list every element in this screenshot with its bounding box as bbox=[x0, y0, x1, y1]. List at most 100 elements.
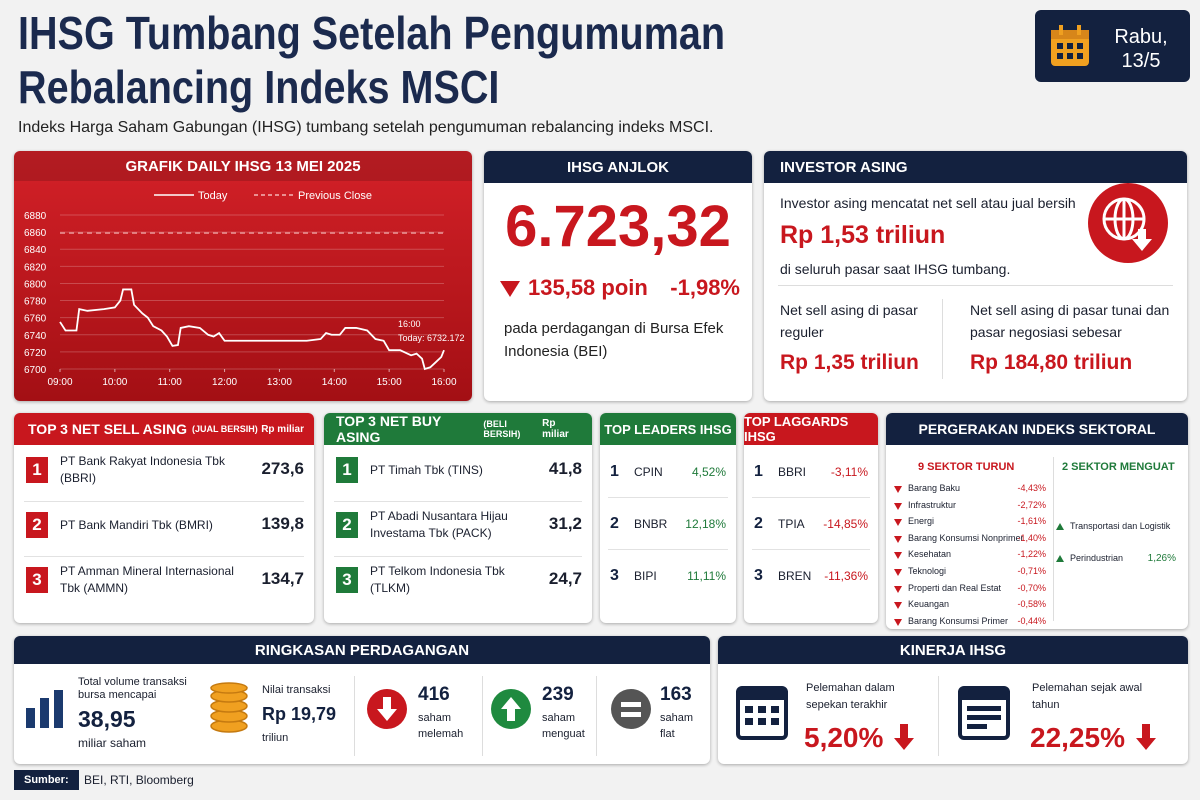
x-tick-label: 13:00 bbox=[267, 377, 292, 388]
down-marker bbox=[894, 585, 902, 593]
company-name: PT Amman Mineral Internasional Tbk (AMMN… bbox=[60, 564, 234, 595]
heading-sub: (JUAL BERSIH) bbox=[191, 424, 258, 434]
rank: 2 bbox=[610, 515, 619, 532]
company-name: PT Telkom Indonesia Tbk (TLKM) bbox=[370, 564, 505, 595]
sector-pct: -0,71% bbox=[1017, 566, 1046, 576]
down-marker bbox=[894, 602, 902, 610]
rank: 3 bbox=[610, 567, 619, 584]
divider bbox=[482, 676, 483, 756]
company-name: PT Bank Mandiri Tbk (BMRI) bbox=[60, 517, 213, 532]
x-tick-label: 16:00 bbox=[431, 377, 456, 388]
card-heading: TOP 3 NET BUY ASING (BELI BERSIH) Rp mil… bbox=[324, 413, 592, 445]
sector-name: Properti dan Real Estat bbox=[908, 582, 1002, 593]
ihsg-note: pada perdagangan di Bursa Efek Indonesia… bbox=[504, 320, 724, 360]
x-tick-label: 15:00 bbox=[377, 377, 402, 388]
x-tick-label: 14:00 bbox=[322, 377, 347, 388]
y-tick-label: 6760 bbox=[24, 314, 47, 325]
heading-text: TOP 3 NET SELL ASING bbox=[28, 421, 187, 437]
sector-name: Infrastruktur bbox=[908, 499, 957, 510]
divider bbox=[778, 285, 1173, 286]
down-value: 416 bbox=[418, 684, 450, 705]
coins-icon bbox=[210, 682, 248, 733]
flat-label: saham flat bbox=[660, 712, 694, 740]
rank: 3 bbox=[754, 567, 763, 584]
unit: Rp miliar bbox=[261, 423, 304, 435]
summary-card: RINGKASAN PERDAGANGAN Total volume trans… bbox=[14, 636, 710, 764]
calendar-icon bbox=[1051, 25, 1089, 66]
company-name: PT Abadi Nusantara Hijau Investama Tbk (… bbox=[370, 509, 508, 540]
card-heading: TOP LAGGARDS IHSG bbox=[744, 413, 878, 445]
series-line bbox=[59, 288, 445, 371]
subtitle: Indeks Harga Saham Gabungan (IHSG) tumba… bbox=[18, 119, 714, 136]
calendar-icon bbox=[736, 686, 788, 740]
title-line: IHSG Tumbang Setelah Pengumuman bbox=[18, 7, 726, 59]
stock-code: BREN bbox=[778, 569, 812, 583]
sector-name: Perindustrian bbox=[1070, 553, 1124, 563]
down-marker bbox=[894, 502, 902, 510]
flat-value: 163 bbox=[660, 684, 692, 705]
rank: 1 bbox=[26, 457, 48, 483]
divider bbox=[1053, 457, 1054, 621]
sector-pct: -1,40% bbox=[1017, 532, 1046, 543]
investor-outro: di seluruh pasar saat IHSG tumbang. bbox=[780, 261, 1011, 277]
sector-name: Kesehatan bbox=[908, 549, 952, 560]
rank: 1 bbox=[336, 457, 358, 483]
heading-sub: (BELI BERSIH) bbox=[483, 419, 521, 439]
divider bbox=[752, 549, 870, 550]
y-tick-label: 6860 bbox=[24, 228, 47, 239]
divider bbox=[752, 497, 870, 498]
up-value: 239 bbox=[542, 684, 574, 705]
divider bbox=[608, 549, 728, 550]
divider bbox=[24, 501, 304, 502]
sector-pct: 1,26% bbox=[1147, 553, 1176, 564]
stock-code: BNBR bbox=[634, 517, 668, 531]
leaders-card: TOP LEADERS IHSG 1 CPIN 4,52% 2 BNBR 12,18% 3 B… bbox=[600, 413, 736, 623]
investor-intro: Investor asing mencatat net sell atau ju… bbox=[780, 195, 1076, 211]
investor-amount: Rp 1,53 triliun bbox=[780, 221, 946, 249]
up-label: saham menguat bbox=[542, 712, 585, 740]
date-box: Rabu, 13/5 bbox=[1035, 10, 1190, 82]
down-title: 9 SEKTOR TURUN bbox=[918, 461, 1015, 473]
stock-pct: -11,36% bbox=[824, 569, 868, 583]
divider bbox=[942, 299, 943, 379]
net-buy-card: TOP 3 NET BUY ASING (BELI BERSIH) Rp mil… bbox=[324, 413, 592, 623]
net-value: 31,2 bbox=[548, 514, 582, 533]
rank: 1 bbox=[610, 463, 619, 480]
annotation: Today: 6732.172 bbox=[398, 333, 465, 343]
ihsg-pct: -1,98% bbox=[670, 275, 740, 300]
divider bbox=[354, 676, 355, 756]
ihsg-change: 135,58 poin bbox=[528, 275, 648, 300]
chart-title: GRAFIK DAILY IHSG 13 MEI 2025 bbox=[14, 151, 472, 181]
up-marker bbox=[1056, 523, 1064, 530]
y-tick-label: 6700 bbox=[24, 365, 47, 376]
source-label: Sumber: bbox=[14, 770, 79, 790]
title: IHSG Tumbang Setelah Pengumuman Rebalanc… bbox=[18, 6, 725, 114]
net-sell-card: TOP 3 NET SELL ASING (JUAL BERSIH) Rp mi… bbox=[14, 413, 314, 623]
sector-pct: -0,70% bbox=[1017, 582, 1046, 593]
sector-name: Barang Konsumsi Nonprimer bbox=[908, 532, 1024, 543]
down-marker bbox=[894, 552, 902, 560]
sector-pct: -2,72% bbox=[1017, 499, 1046, 510]
net-value: 273,6 bbox=[261, 459, 304, 478]
globe-icon bbox=[1088, 183, 1168, 263]
card-heading: INVESTOR ASING bbox=[764, 151, 1187, 183]
stock-pct: 12,18% bbox=[685, 517, 726, 531]
up-icon bbox=[491, 689, 531, 729]
sector-pct: -1,22% bbox=[1017, 549, 1046, 560]
stock-code: TPIA bbox=[778, 517, 805, 531]
day: Rabu, bbox=[1114, 26, 1168, 48]
up-title: 2 SEKTOR MENGUAT bbox=[1062, 461, 1175, 473]
x-tick-label: 11:00 bbox=[158, 377, 183, 388]
divider bbox=[24, 556, 304, 557]
annotation: 16:00 bbox=[398, 319, 421, 329]
stock-code: CPIN bbox=[634, 465, 663, 479]
stock-pct: -14,85% bbox=[823, 517, 868, 531]
company-name: PT Bank Rakyat Indonesia Tbk (BBRI) bbox=[60, 454, 225, 485]
net-value: 134,7 bbox=[261, 569, 304, 588]
net-value: 24,7 bbox=[548, 569, 582, 588]
down-marker bbox=[894, 569, 902, 576]
legend-label: Previous Close bbox=[298, 190, 372, 202]
unit: Rp miliar bbox=[542, 418, 569, 440]
y-tick-label: 6840 bbox=[24, 245, 47, 256]
y-tick-label: 6820 bbox=[24, 262, 47, 273]
